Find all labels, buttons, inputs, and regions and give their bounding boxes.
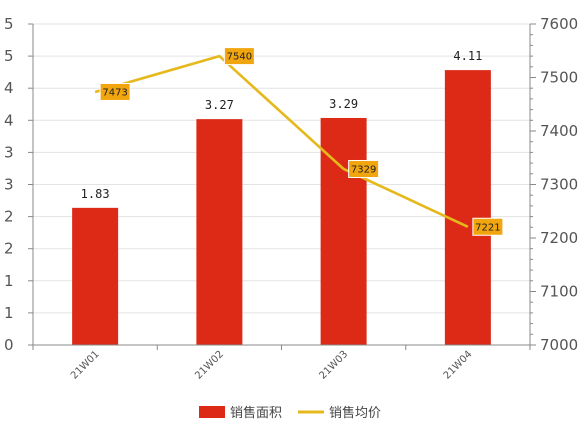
legend[interactable]: 销售面积 销售均价 [199,405,381,421]
y-right-tick-label: 7300 [540,176,578,194]
y-left-tick-label: 5 [4,47,14,65]
x-tick-label: 21W03 [317,349,350,382]
y-left-tick-label: 4 [4,111,14,129]
y-left-tick-label: 2 [4,240,14,258]
y-right-tick-label: 7200 [540,229,578,247]
line-data-label-badge [99,82,131,101]
y-right-tick-label: 7100 [540,283,578,301]
bar [196,119,243,346]
y-left-tick-label: 1 [4,304,14,322]
y-right-tick-label: 7400 [540,122,578,140]
x-tick-label: 21W04 [442,349,475,382]
y-left-tick-label: 1 [4,272,14,290]
bar-data-label: 3.27 [205,98,234,112]
legend-swatch-bar [199,406,225,418]
y-right-tick-label: 7600 [540,15,578,33]
bar-series: 1.83 3.27 3.29 4.11 [72,49,491,346]
bar [320,117,367,345]
line-data-label-badge [472,217,504,236]
y-right-tick-label: 7000 [540,336,578,354]
bar-data-label: 4.11 [453,49,482,63]
y-left-tick-label: 3 [4,176,14,194]
y-right-tick-label: 7500 [540,69,578,87]
line-data-label: 7473 [102,87,127,98]
line-data-label: 7540 [227,52,252,63]
legend-label: 销售面积 [230,405,282,421]
line-data-label-badge [223,47,255,66]
legend-label: 销售均价 [329,405,381,421]
bar [72,207,119,345]
y-left-tick-label: 4 [4,79,14,97]
line-data-label-badge [348,159,380,178]
x-tick-label: 21W01 [69,349,102,382]
y-left-tick-label: 3 [4,143,14,161]
line-data-label: 7329 [351,164,376,175]
bar-data-label: 1.83 [81,187,110,201]
y-left-tick-label: 2 [4,208,14,226]
line-series: 7473 7540 7329 7221 [94,47,504,236]
y-left-tick-label: 0 [4,336,14,354]
bar [444,70,491,345]
bar-data-label: 3.29 [329,97,358,111]
y-left-tick-label: 5 [4,15,14,33]
line-data-label: 7221 [475,222,500,233]
line-path [94,54,469,228]
x-tick-label: 21W02 [193,349,226,382]
